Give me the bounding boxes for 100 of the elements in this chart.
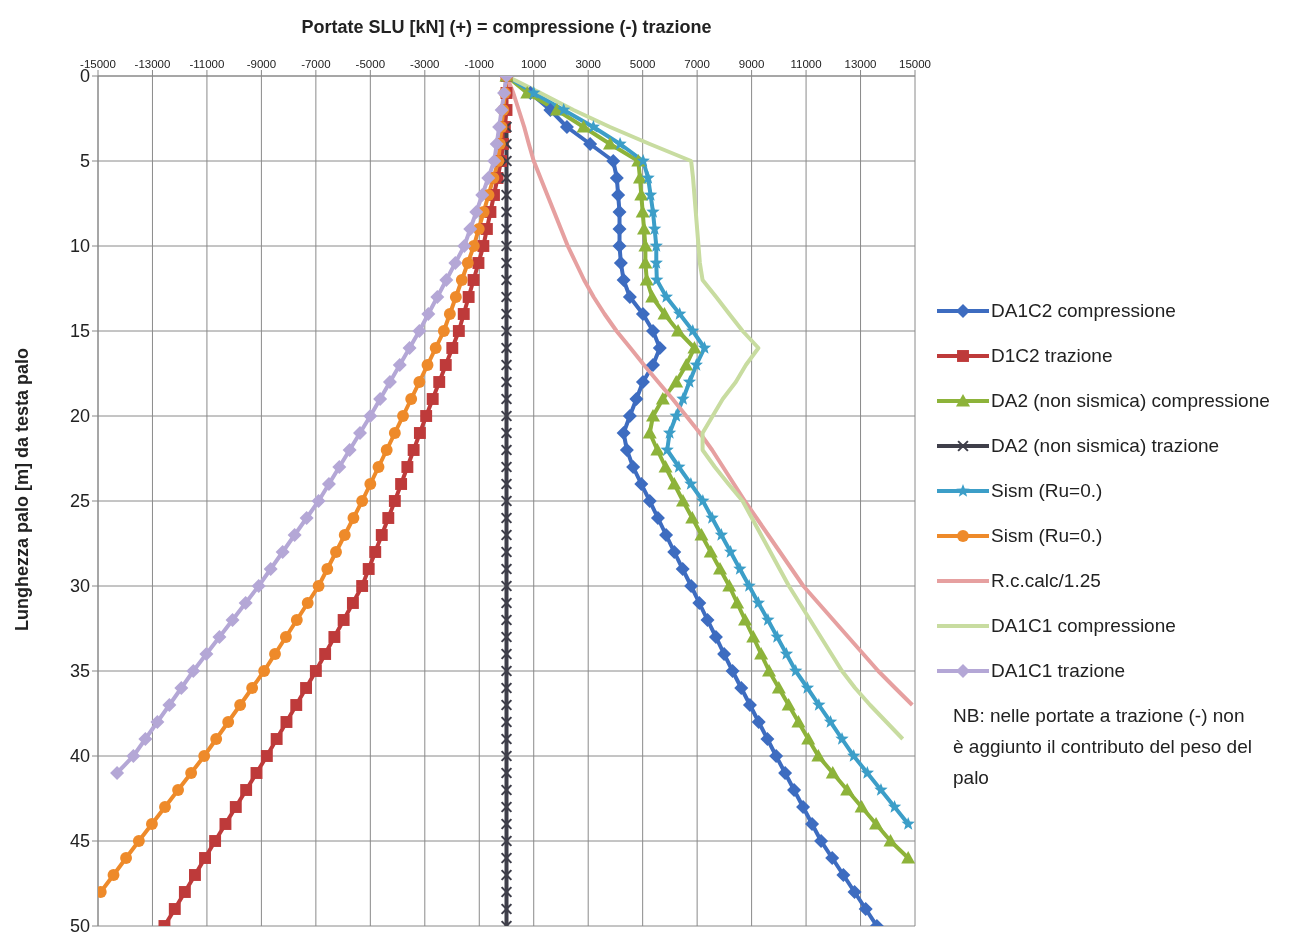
- point: [457, 308, 470, 320]
- point: [475, 188, 490, 202]
- point: [347, 512, 360, 524]
- point: [279, 631, 292, 643]
- point: [212, 630, 227, 644]
- point: [781, 698, 796, 711]
- point: [814, 834, 829, 848]
- point: [321, 477, 336, 491]
- point: [287, 528, 302, 542]
- point: [646, 409, 661, 422]
- point: [222, 716, 235, 728]
- point: [655, 392, 670, 405]
- point: [309, 665, 322, 677]
- point: [847, 885, 862, 899]
- point: [199, 647, 214, 661]
- point: [689, 358, 703, 371]
- x-tick-label: -5000: [355, 58, 386, 70]
- point: [405, 393, 418, 405]
- point: [616, 426, 631, 440]
- point: [751, 596, 766, 609]
- point: [430, 290, 445, 304]
- point: [426, 393, 439, 405]
- point: [671, 324, 686, 337]
- point: [643, 188, 658, 201]
- point: [613, 137, 627, 150]
- y-axis-title: Lunghezza palo [m] da testa palo: [12, 347, 33, 631]
- point: [801, 732, 816, 745]
- point: [840, 783, 855, 796]
- point: [500, 155, 513, 167]
- point: [500, 308, 513, 320]
- point: [635, 307, 650, 321]
- point: [686, 324, 700, 337]
- point: [240, 784, 253, 796]
- point: [869, 817, 884, 830]
- point: [420, 410, 433, 422]
- point: [446, 342, 459, 354]
- point: [708, 630, 723, 644]
- point: [635, 205, 650, 218]
- point: [401, 461, 414, 473]
- text: NB: nelle portate a trazione (-) non è aggiunto il contributo del peso del palo: [953, 704, 1253, 790]
- point: [667, 477, 682, 490]
- point: [847, 749, 861, 762]
- point: [487, 154, 502, 168]
- point: [110, 766, 125, 780]
- point: [369, 546, 382, 558]
- point: [461, 257, 474, 269]
- point: [667, 545, 682, 559]
- point: [836, 868, 851, 882]
- point: [500, 767, 513, 779]
- point: [675, 494, 690, 507]
- point: [407, 444, 420, 456]
- point: [275, 545, 290, 559]
- point: [500, 444, 513, 456]
- x-tick-label: 9000: [738, 58, 765, 70]
- point: [675, 562, 690, 576]
- point: [825, 766, 840, 779]
- point: [500, 427, 513, 439]
- point: [145, 818, 158, 830]
- point: [787, 783, 802, 797]
- point: [717, 647, 732, 661]
- point: [500, 886, 513, 898]
- point: [395, 478, 408, 490]
- point: [662, 426, 677, 439]
- point: [672, 460, 686, 473]
- x-tick-label: 1000: [520, 58, 547, 70]
- x-tick-label: -15000: [80, 58, 116, 70]
- point: [626, 460, 641, 474]
- point: [812, 698, 826, 711]
- point: [489, 137, 504, 151]
- point: [380, 444, 393, 456]
- point: [805, 817, 820, 831]
- point: [500, 563, 513, 575]
- point: [612, 239, 627, 253]
- point: [761, 613, 775, 626]
- point: [356, 580, 369, 592]
- point: [742, 579, 756, 592]
- point: [642, 494, 657, 508]
- point: [725, 664, 740, 678]
- point: [332, 460, 347, 474]
- point: [126, 749, 141, 763]
- point: [280, 716, 293, 728]
- point: [311, 494, 326, 508]
- point: [825, 851, 840, 865]
- point: [168, 903, 181, 915]
- point: [692, 596, 707, 610]
- point: [229, 801, 242, 813]
- point: [500, 546, 513, 558]
- point: [559, 120, 574, 134]
- point: [500, 393, 513, 405]
- point: [703, 545, 718, 558]
- point: [734, 681, 749, 695]
- point: [500, 223, 513, 235]
- point: [352, 426, 367, 440]
- point: [463, 222, 478, 236]
- point: [619, 443, 634, 457]
- legend-label: DA2 (non sismica) compressione: [991, 389, 1270, 412]
- point: [150, 715, 165, 729]
- point: [800, 681, 815, 694]
- point: [500, 529, 513, 541]
- point: [823, 715, 838, 728]
